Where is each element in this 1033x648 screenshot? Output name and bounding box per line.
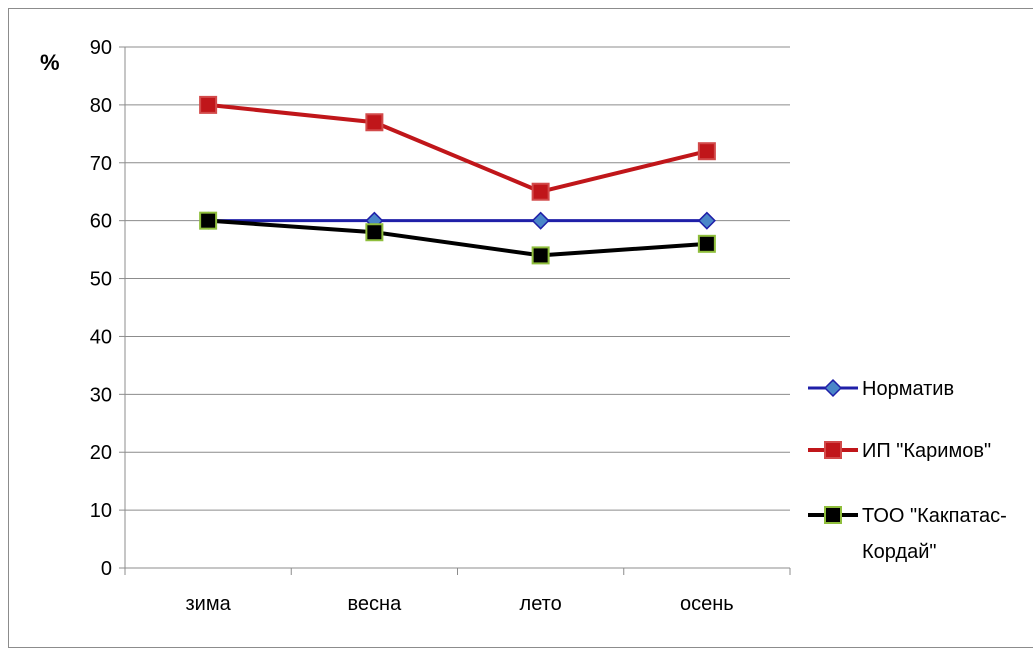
x-tick-label: осень [680, 593, 734, 615]
x-tick-label: зима [186, 593, 232, 615]
series-line [207, 218, 708, 258]
data-point [824, 506, 842, 524]
y-tick-label: 40 [90, 326, 112, 348]
data-point [823, 378, 843, 398]
y-tick-label: 0 [101, 558, 112, 580]
data-point [531, 211, 550, 230]
data-point [824, 441, 842, 459]
data-point [365, 113, 384, 132]
data-point [365, 223, 384, 242]
data-point [697, 142, 716, 161]
y-tick-label: 30 [90, 384, 112, 406]
data-point [199, 211, 218, 230]
legend-label: Кордай" [862, 541, 937, 563]
data-point [199, 95, 218, 114]
y-tick-label: 80 [90, 95, 112, 117]
y-tick-label: 70 [90, 153, 112, 175]
legend-label: Норматив [862, 378, 954, 400]
chart: 0 10 20 30 40 50 60 70 80 90 зима весна лето осень% Н… [40, 37, 1007, 615]
chart-frame [8, 8, 1033, 648]
y-tick-label: 60 [90, 211, 112, 233]
data-point [531, 246, 550, 265]
data-point [531, 182, 550, 201]
series-line [207, 102, 708, 194]
y-tick-label: 10 [90, 500, 112, 522]
y-tick-label: 50 [90, 269, 112, 291]
legend-label: ИП "Каримов" [862, 440, 991, 462]
data-point [697, 211, 716, 230]
y-tick-label: 90 [90, 37, 112, 59]
y-axis-label: % [40, 50, 60, 75]
data-point [697, 234, 716, 253]
legend-label: ТОО "Какпатас- [862, 505, 1007, 527]
y-tick-label: 20 [90, 442, 112, 464]
x-tick-label: весна [348, 593, 403, 615]
x-tick-label: лето [520, 593, 562, 615]
